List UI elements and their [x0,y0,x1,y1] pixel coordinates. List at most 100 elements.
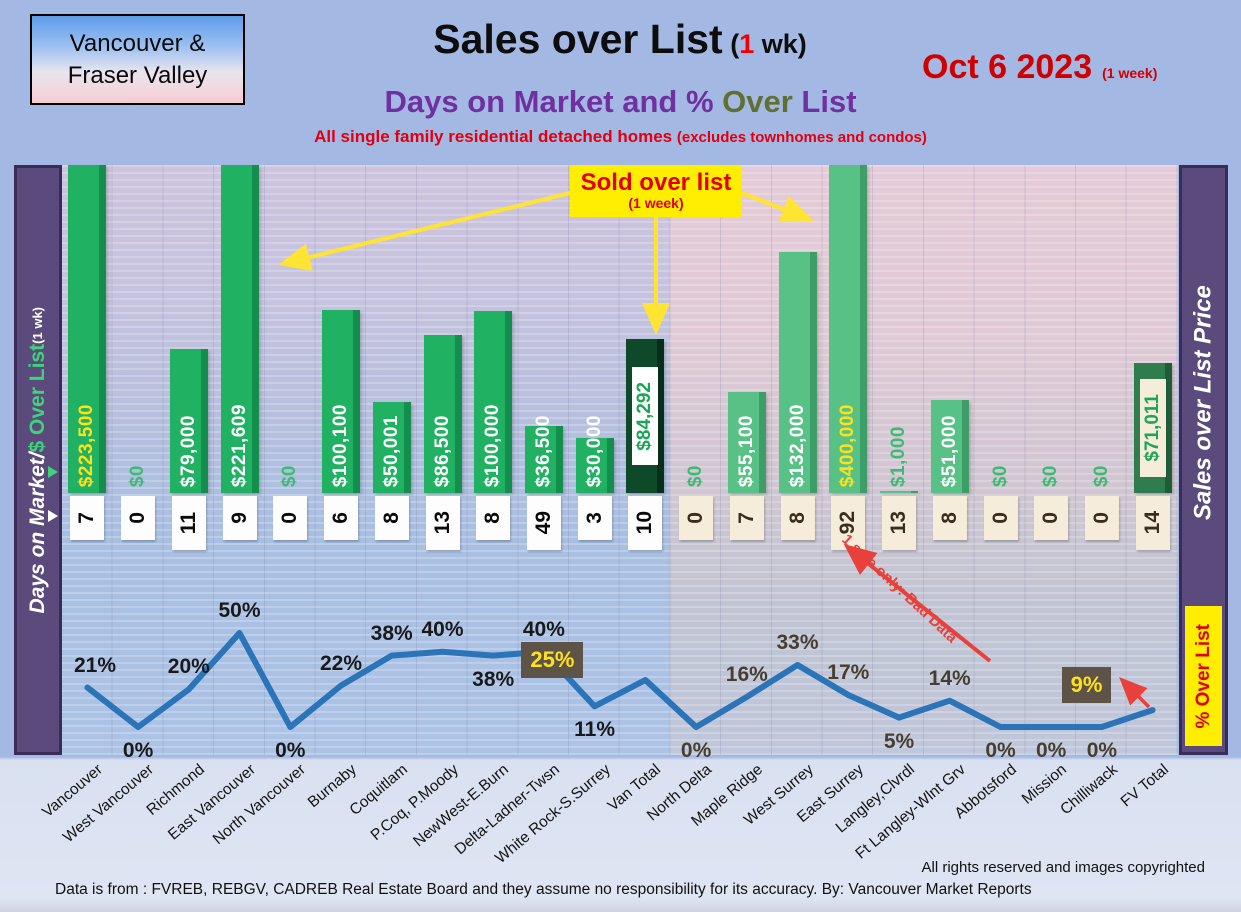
pct-label-Vancouver: 21% [73,653,117,677]
days-on-market-White Rock-S.Surrey: 3 [577,496,612,540]
tagline-paren: (excludes townhomes and condos) [676,129,927,146]
days-value: 7 [734,512,758,524]
bar-value-label-P.Coq, P.Moody: $86,500 [424,415,462,487]
days-on-market-North Vancouver: 0 [273,496,308,540]
days-on-market-Vancouver: 7 [70,496,105,540]
bar-Ft Langley-Wlnt Grv [930,400,969,493]
days-value: 6 [329,512,352,524]
pct-label-Abbotsford: 0% [985,739,1016,762]
bar-value-label-Chilliwack: $0 [1083,465,1121,487]
region-line2: Fraser Valley [67,61,208,89]
tagline-main: All single family residential detached h… [314,127,677,146]
bar-value-text: $0 [1090,464,1112,487]
days-on-market-North Delta: 0 [679,496,714,540]
pct-label-P.Coq, P.Moody: 40% [421,617,464,641]
pct-label-West Vancouver: 0% [122,739,154,762]
days-on-market-P.Coq, P.Moody: 13 [425,496,460,550]
days-value: 8 [481,512,505,524]
days-on-market-Van Total: 10 [628,496,663,550]
bar-value-label-East Surrey: $400,000 [829,404,867,487]
bar-value-text: $0 [127,464,149,487]
pct-label-White Rock-S.Surrey: 11% [574,718,616,742]
pct-label-North Delta: 0% [680,739,712,762]
bar-value-text: $0 [1040,464,1062,487]
days-on-market-label: Days on Market/ [26,452,49,614]
title-paren: ( [722,29,740,59]
pct-label-Van Total: 25% [521,642,584,678]
days-value: 0 [684,512,708,524]
bar-value-label-Maple Ridge: $55,100 [728,415,766,487]
pct-label-Ft Langley-Wlnt Grv: 14% [928,666,971,690]
chart-subtitle: Days on Market and % Over List [0,84,1241,120]
bar-value-text: $0 [989,464,1011,487]
bar-Langley,Clvrdl [880,491,918,493]
days-on-market-East Vancouver: 9 [222,496,257,540]
bar-value-label-North Delta: $0 [677,465,715,487]
bar-value-label-West Surrey: $132,000 [779,404,817,487]
bar-value-text: $100,100 [330,403,351,487]
bar-value-text: $50,001 [380,414,402,487]
bar-value-text: $86,500 [431,414,453,487]
sold-over-list-callout: Sold over list (1 week) [570,165,742,217]
copyright-note: All rights reserved and images copyright… [921,859,1205,876]
bar-value-text: $55,100 [735,414,757,487]
sales-over-list-price-label: Sales over List Price [1189,285,1217,521]
subtitle-part1: Days on Market and % [384,84,723,119]
one-week-note: (1 wk) [30,306,45,344]
bar-Van Total: $84,292 [626,339,665,493]
bar-Richmond [169,349,208,493]
days-value: 13 [430,511,454,535]
days-value: 13 [887,511,910,535]
days-on-market-Ft Langley-Wlnt Grv: 8 [932,496,967,540]
bar-value-text: $132,000 [786,403,808,487]
bar-value-text: $30,000 [583,414,605,487]
date-text: Oct 6 2023 [922,48,1093,86]
days-on-market-Coquitlam: 8 [374,496,409,540]
subtitle-part3: List [792,84,857,119]
bar-value-text: $221,609 [228,403,250,487]
days-value: 11 [176,511,200,535]
days-on-market-East Surrey: 92 [831,496,866,550]
white-arrow-icon [48,510,58,522]
bar-value-label-Ft Langley-Wlnt Grv: $51,000 [931,415,969,487]
pct-label-East Surrey: 17% [827,661,870,684]
pct-over-list-badge: % Over List [1185,606,1222,746]
days-on-market-Richmond: 11 [171,496,206,550]
date-note: (1 week) [1102,65,1158,81]
bar-value-label-East Vancouver: $221,609 [221,404,259,487]
days-value: 8 [379,512,403,524]
bar-value-text: $400,000 [837,403,859,487]
bar-East Vancouver [220,165,259,493]
data-source-note: Data is from : FVREB, REBGV, CADREB Real… [55,881,1032,898]
title-text: Sales over List [433,16,723,62]
days-value: 0 [1039,512,1063,524]
dollar-over-list-label: $ Over List [26,343,49,453]
left-axis-label: Days on Market/$ Over List(1 wk) [26,307,50,613]
days-value: 0 [988,512,1012,524]
days-on-market-Delta-Ladner-Twsn: 49 [526,496,561,550]
pct-label-North Vancouver: 0% [275,739,306,762]
days-value: 0 [1089,512,1113,524]
bar-White Rock-S.Surrey [575,438,614,493]
bar-P.Coq, P.Moody [423,335,462,493]
bar-value-label: $84,292 [634,381,656,451]
region-box: Vancouver & Fraser Valley [30,14,245,105]
bar-value-label-Burnaby: $100,100 [322,404,360,487]
days-on-market-West Vancouver: 0 [121,496,156,540]
pct-label-Delta-Ladner-Twsn: 40% [522,617,565,641]
bar-East Surrey [829,165,868,493]
days-value: 7 [75,512,99,524]
days-value: 0 [278,512,302,524]
bar-value-text: $51,000 [938,414,960,487]
bar-value-label-North Vancouver: $0 [271,465,309,487]
bar-value-text: $223,500 [76,403,98,487]
pct-label-Richmond: 20% [167,655,210,679]
green-arrow-icon [48,466,58,478]
pct-label-Langley,Clvrdl: 5% [883,729,915,753]
days-on-market-Langley,Clvrdl: 13 [882,496,916,550]
bar-total-label-box: $71,011 [1139,379,1166,477]
bar-value-label-Delta-Ladner-Twsn: $36,500 [525,415,563,487]
bar-value-label-Mission: $0 [1032,465,1070,487]
bar-value-text: $36,500 [532,414,554,487]
